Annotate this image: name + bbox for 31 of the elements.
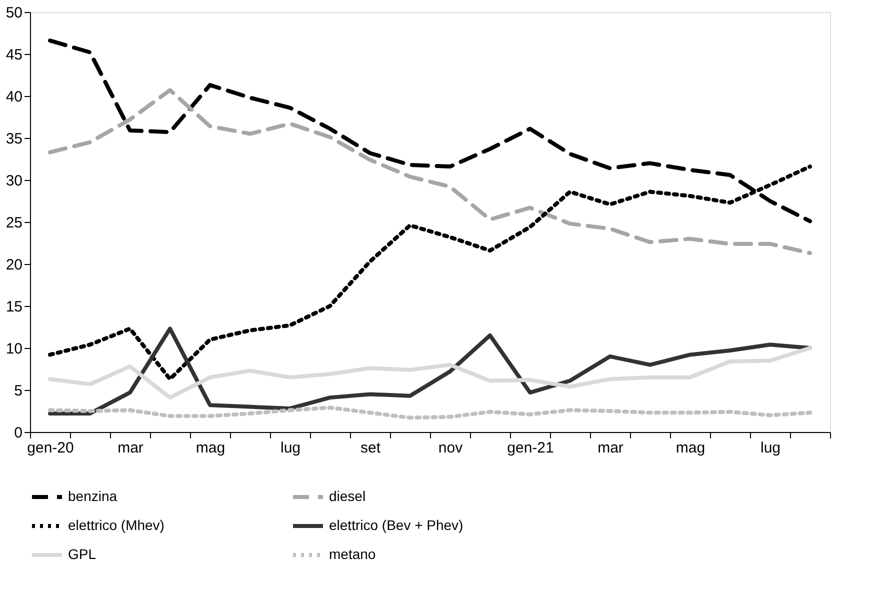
legend-label: benzina (68, 488, 118, 504)
y-tick-label: 0 (14, 424, 22, 442)
legend-label: metano (329, 546, 376, 562)
x-tick-label: gen-21 (507, 440, 554, 456)
y-tick-label: 15 (6, 298, 22, 316)
x-tick-label: set (360, 440, 382, 456)
y-tick-label: 40 (6, 88, 22, 106)
y-tick-label: 50 (6, 4, 22, 22)
y-tick-label: 45 (6, 46, 22, 64)
y-tick-label: 25 (6, 214, 22, 232)
x-tick-label: gen-20 (27, 440, 74, 456)
legend-label: elettrico (Bev + Phev) (329, 517, 464, 533)
y-tick-label: 20 (6, 256, 22, 274)
x-tick-label: nov (438, 440, 464, 456)
legend-label: diesel (329, 488, 366, 504)
x-tick-label: lug (760, 440, 781, 456)
x-tick-label: mar (118, 440, 144, 456)
y-tick-label: 5 (14, 382, 22, 400)
y-tick-label: 35 (6, 130, 22, 148)
x-tick-label: lug (280, 440, 301, 456)
legend-label: GPL (68, 546, 96, 562)
line-series (48, 326, 812, 416)
legend-label: elettrico (Mhev) (68, 517, 164, 533)
line-series (48, 346, 812, 400)
y-tick-label: 30 (6, 172, 22, 190)
x-tick-label: mag (196, 440, 226, 456)
line-series (48, 406, 812, 420)
x-tick-label: mar (598, 440, 624, 456)
line-series (48, 88, 812, 256)
x-tick-label: mag (676, 440, 706, 456)
y-tick-label: 10 (6, 340, 22, 358)
